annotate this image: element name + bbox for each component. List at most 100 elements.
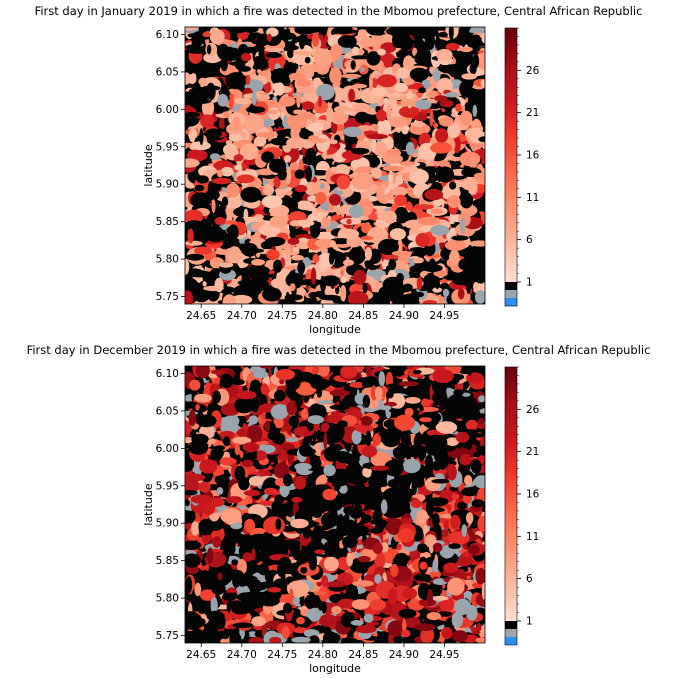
pixel-patch <box>337 35 357 48</box>
pixel-patch <box>447 123 461 139</box>
pixel-patch <box>185 389 188 397</box>
pixel-patch <box>350 60 356 70</box>
pixel-patch <box>394 206 409 224</box>
pixel-patch <box>245 106 266 114</box>
pixel-patch <box>341 229 360 240</box>
pixel-patch <box>330 122 338 134</box>
pixel-patch <box>426 612 441 621</box>
pixel-patch <box>402 39 419 45</box>
pixel-patch <box>313 99 328 114</box>
pixel-patch <box>348 88 356 102</box>
pixel-patch <box>419 417 432 423</box>
pixel-patch <box>325 106 334 124</box>
pixel-patch <box>294 169 305 179</box>
pixel-patch <box>419 406 424 412</box>
pixel-patch <box>428 90 439 99</box>
pixel-patch <box>266 249 280 260</box>
pixel-patch <box>207 181 215 196</box>
pixel-patch <box>403 492 412 503</box>
pixel-patch <box>440 529 449 537</box>
pixel-patch <box>382 276 404 293</box>
colorbar-gradient <box>505 28 517 282</box>
pixel-patch <box>304 56 311 64</box>
pixel-patch <box>214 475 223 484</box>
pixel-patch <box>413 477 425 488</box>
colorbar-tick-label: 26 <box>526 65 540 77</box>
pixel-patch <box>419 27 437 40</box>
pixel-patch <box>185 623 195 630</box>
pixel-patch <box>364 246 372 261</box>
pixel-patch <box>432 287 443 293</box>
pixel-patch <box>429 570 441 579</box>
pixel-patch <box>386 104 392 122</box>
pixel-patch <box>424 188 444 201</box>
pixel-patch <box>354 111 370 124</box>
pixel-patch <box>225 72 247 90</box>
pixel-patch <box>209 153 221 161</box>
pixel-patch <box>320 217 331 229</box>
pixel-patch <box>206 230 226 243</box>
pixel-patch <box>272 82 285 90</box>
pixel-patch <box>190 141 211 151</box>
pixel-patch <box>293 109 303 115</box>
pixel-patch <box>202 31 211 38</box>
pixel-patch <box>320 246 328 255</box>
pixel-patch <box>304 593 320 610</box>
chart-title: First day in January 2019 in which a fir… <box>34 4 643 18</box>
pixel-patch <box>217 43 230 60</box>
colorbar-class-swatch <box>505 282 517 290</box>
x-axis-label: longitude <box>309 323 361 336</box>
pixel-patch <box>464 475 473 486</box>
pixel-patch <box>269 215 288 228</box>
pixel-patch <box>297 261 306 275</box>
pixel-patch <box>464 128 484 139</box>
pixel-patch <box>415 233 430 247</box>
y-axis-label: latitude <box>142 144 155 186</box>
x-tick-label: 24.85 <box>348 310 378 322</box>
pixel-patch <box>329 139 338 145</box>
pixel-patch <box>191 521 200 536</box>
pixel-patch <box>342 252 355 257</box>
pixel-patch <box>423 274 438 282</box>
pixel-patch <box>257 69 262 74</box>
pixel-patch <box>258 595 280 607</box>
pixel-patch <box>274 129 295 140</box>
pixel-patch <box>439 545 455 559</box>
pixel-patch <box>243 208 249 222</box>
pixel-patch <box>251 259 266 266</box>
pixel-patch <box>457 501 467 510</box>
pixel-patch <box>343 126 363 137</box>
pixel-patch <box>220 166 234 177</box>
pixel-patch <box>312 253 320 264</box>
pixel-patch <box>296 91 301 108</box>
pixel-patch <box>351 173 374 190</box>
pixel-patch <box>474 95 485 103</box>
pixel-patch <box>200 589 215 601</box>
pixel-patch <box>198 77 208 86</box>
pixel-patch <box>293 50 312 56</box>
pixel-patch <box>351 46 360 56</box>
pixel-patch <box>348 246 366 265</box>
pixel-patch <box>422 300 437 304</box>
pixel-patch <box>312 366 318 377</box>
pixel-patch <box>315 191 327 205</box>
pixel-patch <box>219 457 237 466</box>
pixel-patch <box>199 618 206 627</box>
pixel-patch <box>273 175 281 189</box>
pixel-patch <box>185 540 202 550</box>
pixel-patch <box>198 377 205 395</box>
pixel-patch <box>398 165 419 173</box>
pixel-patch <box>228 133 242 142</box>
pixel-patch <box>248 636 265 643</box>
pixel-patch <box>185 27 199 31</box>
pixel-patch <box>384 518 402 523</box>
pixel-patch <box>330 241 335 247</box>
pixel-patch <box>439 99 454 108</box>
pixel-patch <box>221 196 229 207</box>
pixel-patch <box>388 258 397 271</box>
pixel-patch <box>370 87 388 97</box>
pixel-patch <box>209 106 230 113</box>
pixel-patch <box>383 401 397 407</box>
pixel-patch <box>237 280 249 286</box>
pixel-patch <box>403 98 415 107</box>
